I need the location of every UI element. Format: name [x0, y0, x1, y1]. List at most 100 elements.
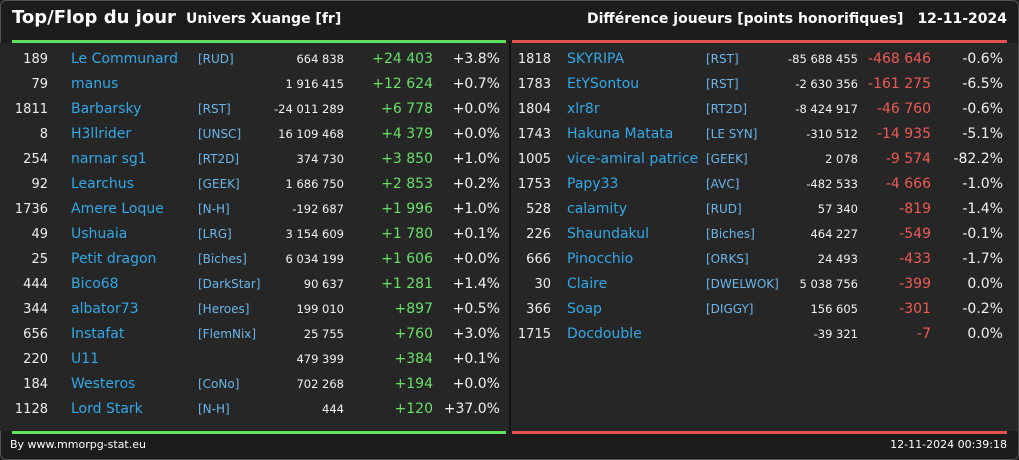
player-name-link[interactable]: Papy33 [567, 176, 619, 192]
score-difference: -549 [899, 226, 931, 242]
alliance-tag-link[interactable]: [RT2D] [198, 152, 240, 166]
score-difference: -4 666 [885, 176, 931, 192]
player-name-link[interactable]: Petit dragon [71, 251, 157, 267]
score-difference: +384 [394, 351, 433, 367]
player-rank: 1005 [517, 152, 551, 167]
score-difference: +1 780 [381, 226, 433, 242]
player-name-link[interactable]: Instafat [71, 326, 125, 342]
player-score: -8 424 917 [795, 102, 858, 116]
player-rank: 49 [31, 227, 48, 242]
table-row: 1736 Amere Loque [N-H] -192 687 +1 996 +1.0% [0, 197, 509, 222]
player-score: 6 034 199 [285, 252, 344, 266]
player-name-link[interactable]: xlr8r [567, 101, 600, 117]
alliance-tag-link[interactable]: [FlemNix] [198, 327, 257, 341]
table-row: 92 Learchus [GEEK] 1 686 750 +2 853 +0.2% [0, 172, 509, 197]
player-rank: 1743 [517, 127, 551, 142]
percent-change: +0.1% [452, 351, 500, 367]
alliance-tag-link[interactable]: [LRG] [198, 227, 232, 241]
footer-timestamp: 12-11-2024 00:39:18 [890, 438, 1007, 451]
player-name-link[interactable]: U11 [71, 351, 100, 367]
alliance-tag-link[interactable]: [DarkStar] [198, 277, 261, 291]
score-difference: -433 [899, 251, 931, 267]
player-name-link[interactable]: H3llrider [71, 126, 132, 142]
player-name-link[interactable]: Learchus [71, 176, 134, 192]
player-name-link[interactable]: Ushuaia [71, 226, 128, 242]
player-score: -85 688 455 [788, 52, 858, 66]
score-difference: +4 379 [381, 126, 433, 142]
score-difference: -399 [899, 276, 931, 292]
alliance-tag-link[interactable]: [GEEK] [706, 152, 748, 166]
player-score: -39 321 [813, 327, 858, 341]
table-row: 30 Claire [DWELWOK] 5 038 756 -399 0.0% [511, 272, 1018, 297]
player-name-link[interactable]: Lord Stark [71, 401, 143, 417]
table-row: 444 Bico68 [DarkStar] 90 637 +1 281 +1.4% [0, 272, 509, 297]
percent-change: +3.0% [452, 326, 500, 342]
score-difference: -301 [899, 301, 931, 317]
score-difference: -7 [917, 326, 931, 342]
player-rank: 444 [23, 277, 48, 292]
player-rank: 666 [526, 252, 551, 267]
player-name-link[interactable]: Pinocchio [567, 251, 634, 267]
player-rank: 1715 [517, 327, 551, 342]
player-score: 2 078 [825, 152, 858, 166]
player-name-link[interactable]: calamity [567, 201, 628, 217]
table-row: 656 Instafat [FlemNix] 25 755 +760 +3.0% [0, 322, 509, 347]
percent-change: +3.8% [452, 51, 500, 67]
alliance-tag-link[interactable]: [RUD] [198, 52, 234, 66]
player-name-link[interactable]: albator73 [71, 301, 139, 317]
player-score: 464 227 [810, 227, 858, 241]
player-name-link[interactable]: vice-amiral patrice [567, 151, 699, 167]
player-name-link[interactable]: narnar sg1 [71, 151, 147, 167]
score-difference: +897 [394, 301, 433, 317]
player-name-link[interactable]: Bico68 [71, 276, 119, 292]
player-rank: 656 [23, 327, 48, 342]
player-name-link[interactable]: Claire [567, 276, 608, 292]
alliance-tag-link[interactable]: [RST] [706, 52, 739, 66]
player-name-link[interactable]: Hakuna Matata [567, 126, 674, 142]
player-score: 444 [322, 402, 344, 416]
alliance-tag-link[interactable]: [DWELWOK] [706, 277, 779, 291]
player-score: 3 154 609 [285, 227, 344, 241]
player-name-link[interactable]: Docdouble [567, 326, 642, 342]
alliance-tag-link[interactable]: [N-H] [198, 202, 230, 216]
alliance-tag-link[interactable]: [Biches] [198, 252, 247, 266]
player-name-link[interactable]: Amere Loque [71, 201, 164, 217]
alliance-tag-link[interactable]: [ORKS] [706, 252, 749, 266]
score-difference: +24 403 [372, 51, 433, 67]
player-name-link[interactable]: Soap [567, 301, 602, 317]
player-rank: 1753 [517, 177, 551, 192]
header: Top/Flop du jour Univers Xuange [fr] Dif… [0, 0, 1019, 40]
alliance-tag-link[interactable]: [Heroes] [198, 302, 250, 316]
player-name-link[interactable]: manus [71, 76, 119, 92]
percent-change: +0.0% [452, 376, 500, 392]
player-rank: 189 [23, 52, 48, 67]
percent-change: +37.0% [443, 401, 500, 417]
alliance-tag-link[interactable]: [N-H] [198, 402, 230, 416]
player-rank: 1783 [517, 77, 551, 92]
percent-change: -1.7% [962, 251, 1003, 267]
alliance-tag-link[interactable]: [DIGGY] [706, 302, 754, 316]
player-rank: 30 [534, 277, 551, 292]
alliance-tag-link[interactable]: [RUD] [706, 202, 742, 216]
alliance-tag-link[interactable]: [AVC] [706, 177, 740, 191]
player-name-link[interactable]: Shaundakul [567, 226, 649, 242]
alliance-tag-link[interactable]: [RT2D] [706, 102, 748, 116]
player-name-link[interactable]: Le Communard [71, 51, 178, 67]
alliance-tag-link[interactable]: [CoNo] [198, 377, 240, 391]
player-name-link[interactable]: SKYRIPA [567, 51, 625, 67]
player-rank: 528 [526, 202, 551, 217]
alliance-tag-link[interactable]: [Biches] [706, 227, 755, 241]
alliance-tag-link[interactable]: [UNSC] [198, 127, 242, 141]
player-rank: 1804 [517, 102, 551, 117]
header-right: Différence joueurs [points honorifiques]… [587, 11, 1007, 27]
alliance-tag-link[interactable]: [RST] [198, 102, 231, 116]
player-rank: 254 [23, 152, 48, 167]
player-name-link[interactable]: EtYSontou [567, 76, 640, 92]
alliance-tag-link[interactable]: [RST] [706, 77, 739, 91]
alliance-tag-link[interactable]: [GEEK] [198, 177, 240, 191]
player-name-link[interactable]: Westeros [71, 376, 136, 392]
alliance-tag-link[interactable]: [LE SYN] [706, 127, 758, 141]
player-score: 374 730 [296, 152, 344, 166]
player-name-link[interactable]: Barbarsky [71, 101, 142, 117]
player-rank: 184 [23, 377, 48, 392]
